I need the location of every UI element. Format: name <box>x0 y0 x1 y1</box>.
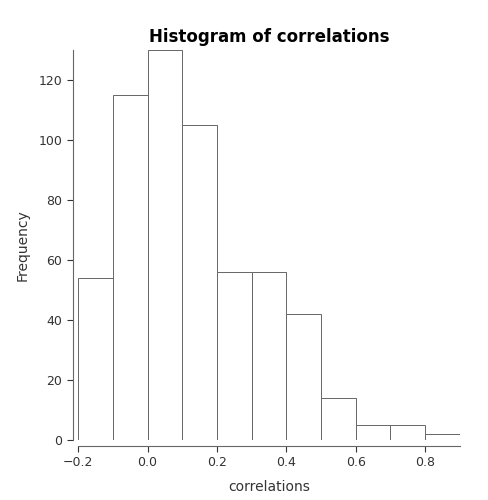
Bar <box>78 278 113 440</box>
Bar <box>217 272 251 440</box>
Bar <box>424 434 459 440</box>
Bar <box>355 425 389 440</box>
Y-axis label: Frequency: Frequency <box>16 209 30 281</box>
Bar <box>113 95 147 440</box>
Bar <box>389 425 424 440</box>
Bar <box>320 398 355 440</box>
Bar <box>182 125 217 440</box>
Bar <box>251 272 285 440</box>
Bar <box>147 50 182 440</box>
Title: Histogram of correlations: Histogram of correlations <box>148 28 388 46</box>
Bar <box>285 314 320 440</box>
X-axis label: correlations: correlations <box>227 480 309 494</box>
